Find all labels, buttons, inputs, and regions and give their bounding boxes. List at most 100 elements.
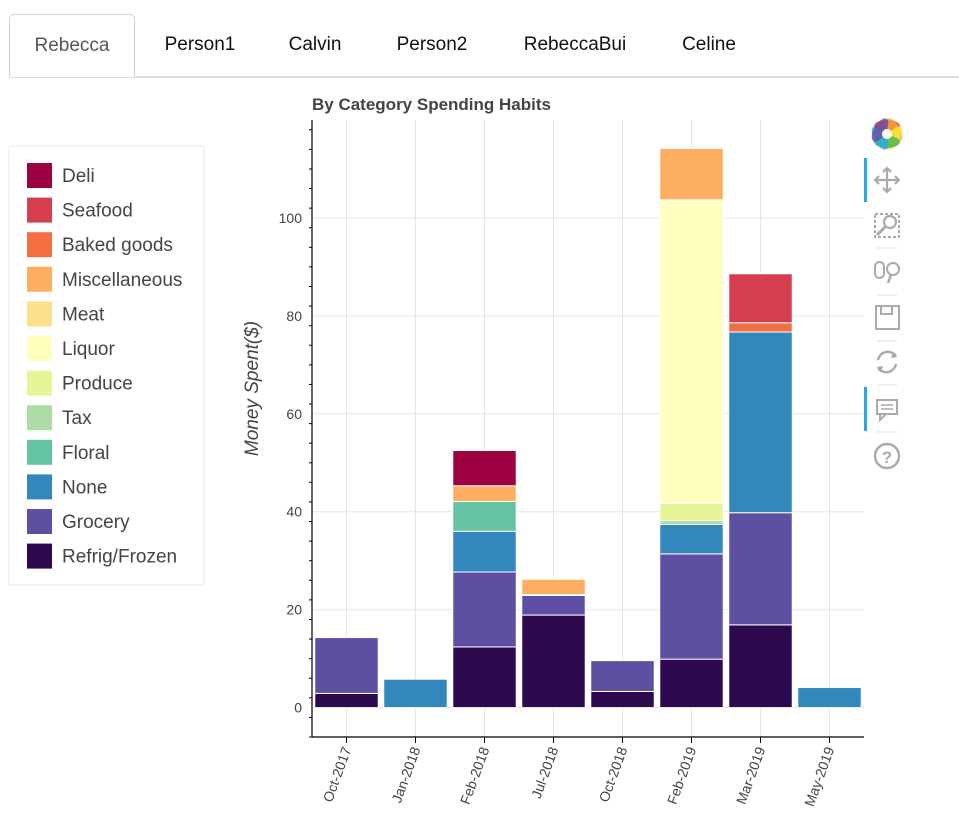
legend-swatch — [27, 301, 52, 327]
legend-item[interactable]: Seafood — [27, 197, 133, 223]
x-tick-label: Feb-2019 — [664, 744, 700, 806]
bars-group — [314, 147, 862, 709]
bar-segment[interactable] — [452, 530, 517, 573]
legend-label: Tax — [62, 408, 92, 429]
logo-petal — [871, 118, 889, 142]
y-tick-label: 60 — [286, 406, 302, 422]
x-tick-label: Feb-2018 — [457, 744, 493, 806]
legend-label: Seafood — [62, 201, 133, 222]
y-tick-label: 40 — [286, 504, 302, 520]
legend-label: Deli — [62, 166, 95, 187]
tab-bar: Rebecca Person1 Calvin Person2 RebeccaBu… — [9, 14, 959, 78]
pan-active-indicator — [864, 158, 867, 202]
tab-celine[interactable]: Celine — [682, 34, 736, 55]
box-zoom-lens — [882, 214, 898, 230]
bar-segment[interactable] — [728, 273, 793, 324]
help-circle — [873, 442, 901, 470]
legend-swatch — [27, 405, 52, 431]
legend: Deli Seafood Baked goods Miscellaneous Meat L… — [8, 145, 205, 586]
bar-segment[interactable] — [452, 485, 517, 502]
tab-calvin[interactable]: Calvin — [288, 34, 342, 55]
bar-segment[interactable] — [659, 658, 724, 709]
legend-label: Refrig/Frozen — [62, 547, 177, 568]
bar-segment[interactable] — [314, 692, 379, 709]
bar-segment[interactable] — [659, 199, 724, 504]
legend-swatch — [27, 336, 52, 361]
reset-heads — [877, 352, 897, 372]
legend-label: Baked goods — [62, 235, 173, 256]
wheel-zoom-icon[interactable] — [874, 261, 900, 284]
legend-swatch — [27, 543, 52, 569]
y-tick-label: 20 — [286, 602, 302, 618]
legend-item[interactable]: Produce — [27, 370, 133, 396]
box-zoom-frame — [874, 213, 900, 238]
bar-segment[interactable] — [797, 687, 862, 709]
legend-item[interactable]: None — [27, 474, 107, 500]
tab-person2[interactable]: Person2 — [396, 34, 468, 55]
hover-active-indicator — [864, 387, 867, 431]
x-tick-label: Jul-2018 — [528, 744, 561, 800]
reset-icon[interactable] — [876, 350, 898, 374]
help-glyph: ? — [882, 448, 892, 467]
legend-item[interactable]: Grocery — [27, 509, 130, 534]
legend-label: Liquor — [62, 339, 115, 360]
bar-segment[interactable] — [728, 512, 793, 626]
bar-segment[interactable] — [659, 147, 724, 201]
bar-segment[interactable] — [521, 594, 586, 616]
bar-segment[interactable] — [728, 624, 793, 709]
legend-swatch — [27, 197, 52, 223]
hover-icon[interactable] — [876, 399, 898, 423]
tab-rebeccabui[interactable]: RebeccaBui — [523, 34, 627, 55]
bar-segment[interactable] — [659, 523, 724, 555]
x-tick-label: Oct-2018 — [596, 744, 631, 804]
logo-center — [882, 129, 892, 139]
bar-segment[interactable] — [521, 614, 586, 709]
legend-item[interactable]: Meat — [27, 301, 105, 327]
bar-segment[interactable] — [452, 450, 517, 487]
bar-segment[interactable] — [452, 500, 517, 532]
legend-item[interactable]: Tax — [27, 405, 92, 431]
bar-segment[interactable] — [383, 678, 448, 709]
bar-segment[interactable] — [590, 690, 655, 709]
toolbar: ? — [864, 116, 905, 470]
bar-segment[interactable] — [314, 637, 379, 694]
x-tick-label: Jan-2018 — [388, 744, 423, 805]
bar-segment[interactable] — [728, 331, 793, 514]
wheel-zoom-lens — [886, 262, 900, 276]
bar-segment[interactable] — [659, 553, 724, 660]
legend-item[interactable]: Refrig/Frozen — [27, 543, 177, 569]
legend-item[interactable]: Miscellaneous — [27, 266, 182, 292]
tab-rebecca[interactable]: Rebecca — [9, 14, 135, 77]
save-slot — [880, 305, 893, 315]
y-tick-label: 0 — [294, 700, 302, 716]
legend-swatch — [27, 266, 52, 292]
bar-segment[interactable] — [659, 520, 724, 525]
legend-item[interactable]: Baked goods — [27, 232, 173, 258]
x-tick-label: Mar-2019 — [733, 744, 769, 806]
legend-swatch — [27, 232, 52, 258]
save-icon[interactable] — [875, 305, 900, 330]
legend-swatch — [27, 163, 52, 188]
help-icon[interactable]: ? — [873, 442, 901, 470]
pan-arrows — [873, 166, 901, 194]
legend-item[interactable]: Liquor — [27, 336, 115, 361]
bar-segment[interactable] — [521, 578, 586, 596]
bar-segment[interactable] — [590, 660, 655, 692]
bokeh-logo-icon[interactable] — [868, 116, 905, 153]
legend-item[interactable]: Floral — [27, 439, 110, 465]
legend-item[interactable]: Deli — [27, 163, 95, 188]
bar-segment[interactable] — [452, 646, 517, 709]
bar-segment[interactable] — [659, 502, 724, 522]
bar-segment[interactable] — [452, 571, 517, 648]
legend-label: Meat — [62, 304, 105, 325]
hover-tail — [879, 413, 887, 423]
pan-icon[interactable] — [873, 166, 901, 194]
legend-swatch — [27, 370, 52, 396]
bar-segment[interactable] — [728, 322, 793, 333]
legend-label: Floral — [62, 443, 110, 464]
x-tick-label: May-2019 — [801, 744, 837, 808]
box-zoom-icon[interactable] — [874, 213, 900, 238]
tab-person1[interactable]: Person1 — [164, 34, 236, 55]
legend-swatch — [27, 509, 52, 534]
